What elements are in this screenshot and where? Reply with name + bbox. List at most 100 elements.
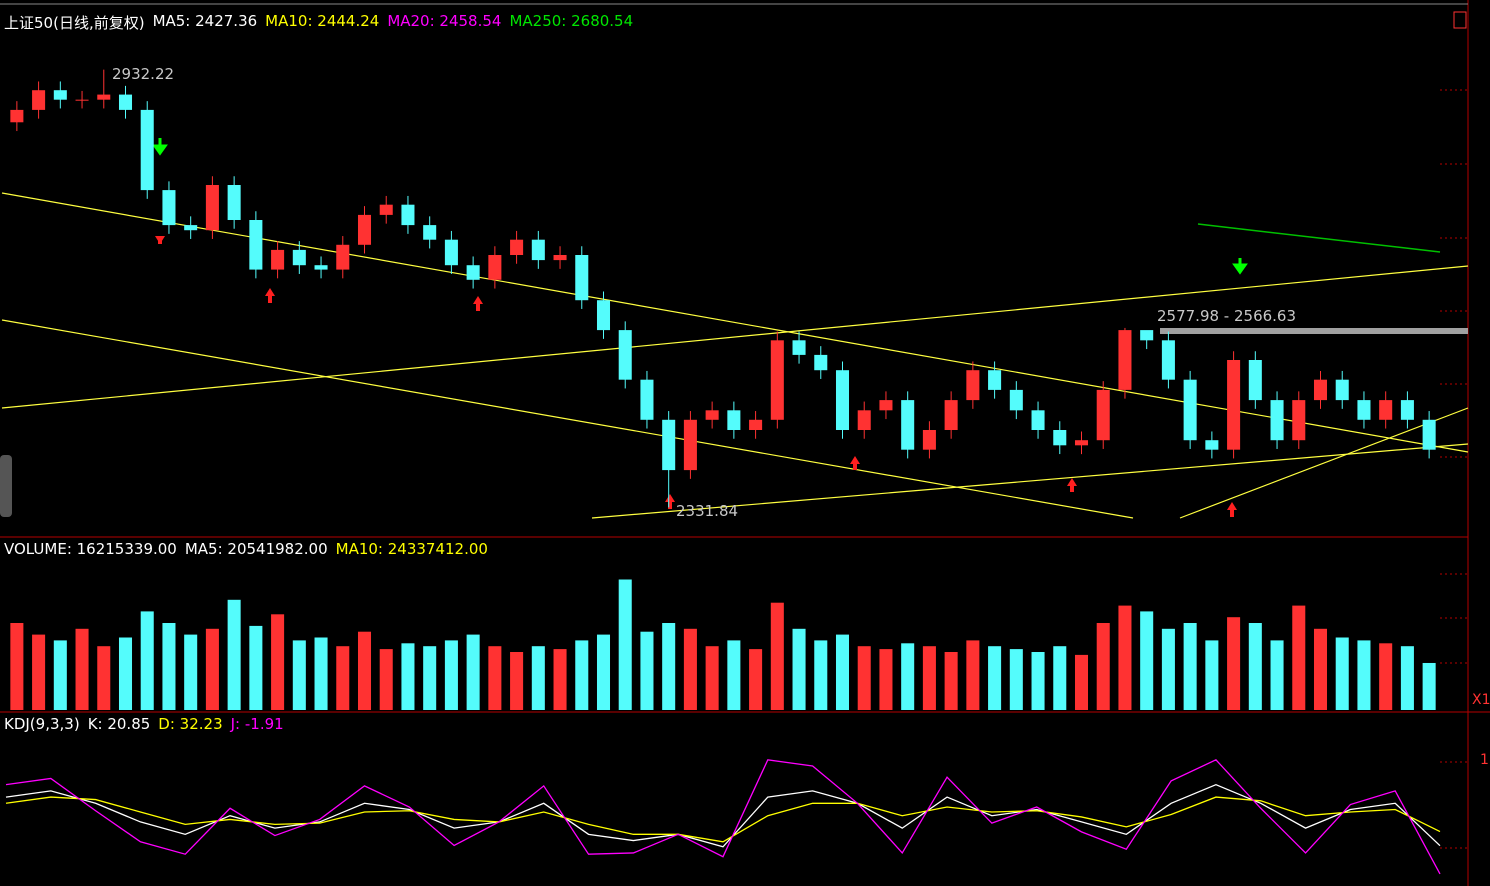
volume-bar [835,634,850,710]
candle-body [618,330,632,380]
candle-body [727,410,741,430]
volume-bar [205,628,219,710]
trend-line [1179,407,1469,519]
volume-bar [683,628,697,710]
candle-body [1422,419,1436,450]
volume-bar [922,646,936,710]
legend-item: K: 20.85 [87,715,151,733]
volume-bar [32,634,46,710]
volume-bar [401,643,415,710]
candle-body [140,109,154,191]
candle-body [205,185,219,231]
volume-bar [510,652,524,710]
volume-bar [966,640,980,710]
candle-body [770,340,784,420]
candle-body [75,99,89,101]
volume-bar [1096,623,1110,710]
legend-item: VOLUME: 16215339.00 [4,540,177,558]
legend-item: MA5: 20541982.00 [184,540,328,558]
volume-bar [336,646,350,710]
candle-body [1357,400,1371,420]
candle-body [1270,400,1284,441]
volume-bar [184,634,198,710]
candle-body [749,419,763,430]
kdj-header: KDJ(9,3,3) K: 20.85 D: 32.23 J: -1.91 [4,715,284,733]
volume-bar [814,640,828,710]
candle-body [531,239,545,261]
candle-body [53,90,67,100]
candle-body [944,400,958,430]
volume-bar [227,599,241,710]
candle-body [1096,389,1110,441]
candle-body [10,109,24,123]
volume-bar [553,649,567,710]
candle-body [1400,400,1414,420]
volume-bar [640,631,654,710]
candle-body [1074,440,1089,446]
volume-bar [53,640,67,710]
volume-bar [1248,623,1262,710]
candle-body [705,410,719,420]
candle-body [1183,379,1197,441]
volume-bar [1422,662,1436,710]
candle-body [966,370,980,401]
candle-body [1205,440,1219,450]
legend-item: D: 32.23 [158,715,223,733]
candle-body [488,255,502,280]
volume-bar [531,646,545,710]
window-button[interactable] [1453,11,1467,29]
volume-bar [575,640,589,710]
volume-bar [944,652,958,710]
legend-item: KDJ(9,3,3) [4,715,80,733]
high-label: 2932.22 [112,65,175,83]
candle-body [879,400,893,411]
candle-body [466,265,480,280]
volume-bar [488,646,502,710]
volume-bar [1292,605,1306,710]
volume-bar [749,649,763,710]
legend-item: MA20: 2458.54 [387,12,502,30]
volume-bar [314,637,328,710]
candle-body [1379,400,1393,420]
candle-body [118,94,133,110]
volume-bar [162,623,176,710]
right-grid [1440,89,1468,849]
volume-bar [662,623,676,710]
trend-line [1,319,1134,519]
kdj-line [5,759,1441,875]
volume-bar [705,646,719,710]
candle-body [1053,430,1067,446]
side-label: 1 [1480,752,1489,768]
candle-body [227,185,241,220]
trend-line [591,443,1469,519]
legend-item: MA250: 2680.54 [509,12,634,30]
candle-body [510,239,524,255]
candle-body [1009,389,1023,411]
signal-arrows [152,138,1248,517]
volume-bar [140,611,154,710]
candle-body [792,340,806,355]
candle-body [1227,360,1241,450]
side-tab[interactable] [0,455,12,517]
volume-bar [444,640,458,710]
volume-bar [1074,654,1089,710]
candle-body [662,419,676,471]
volume-bar [1335,637,1349,710]
volume-bar [1031,652,1045,710]
candle-body [683,419,697,471]
candle-body [97,94,111,100]
chart-title: 上证50(日线,前复权) [4,14,145,32]
ma250-line [1197,223,1441,253]
candle-body [379,204,393,215]
candle-body [901,400,915,450]
volume-bar [1313,628,1328,710]
side-label: X1 [1472,692,1490,708]
volume-bar [770,602,784,710]
candle-body [314,265,328,270]
volume-bar [1161,628,1175,710]
volume-bar [1270,640,1284,710]
volume-bar [249,625,263,710]
candle-body [1335,379,1349,401]
candle-body [596,300,611,331]
volume-bar [1140,611,1154,710]
